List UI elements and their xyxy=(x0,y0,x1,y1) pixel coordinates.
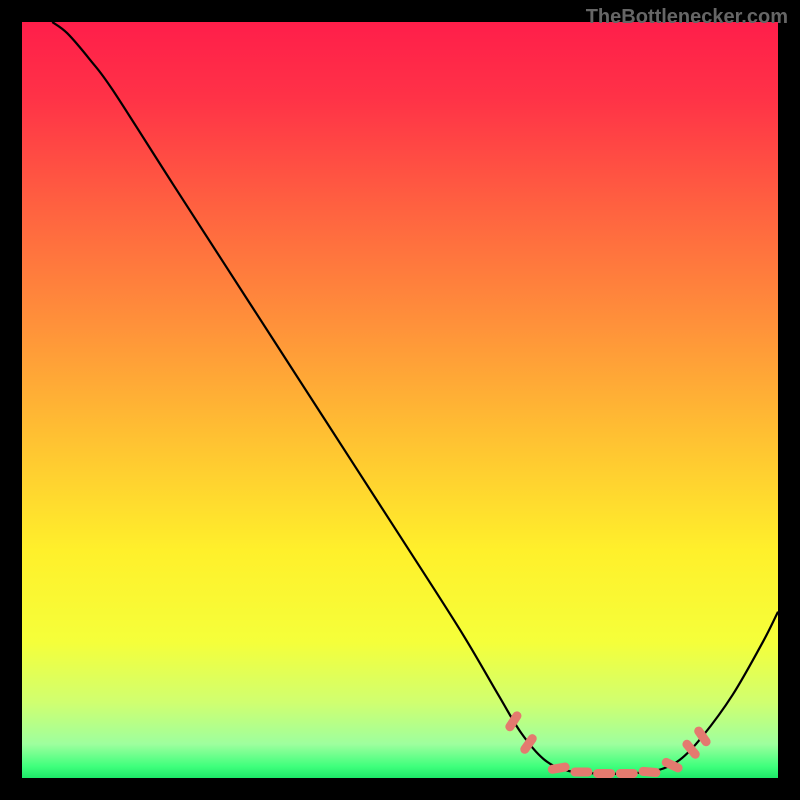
chart-svg xyxy=(22,22,778,778)
curve-marker xyxy=(638,767,661,778)
plot-area xyxy=(22,22,778,778)
watermark-text: TheBottlenecker.com xyxy=(586,6,788,29)
curve-marker xyxy=(570,767,592,776)
bottleneck-curve xyxy=(52,22,778,774)
curve-marker xyxy=(616,769,638,778)
curve-marker xyxy=(504,710,524,733)
curve-marker xyxy=(593,769,615,778)
chart-frame: TheBottlenecker.com xyxy=(0,0,800,800)
